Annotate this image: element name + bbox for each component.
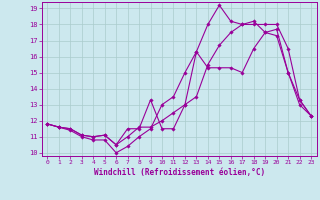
X-axis label: Windchill (Refroidissement éolien,°C): Windchill (Refroidissement éolien,°C)	[94, 168, 265, 177]
